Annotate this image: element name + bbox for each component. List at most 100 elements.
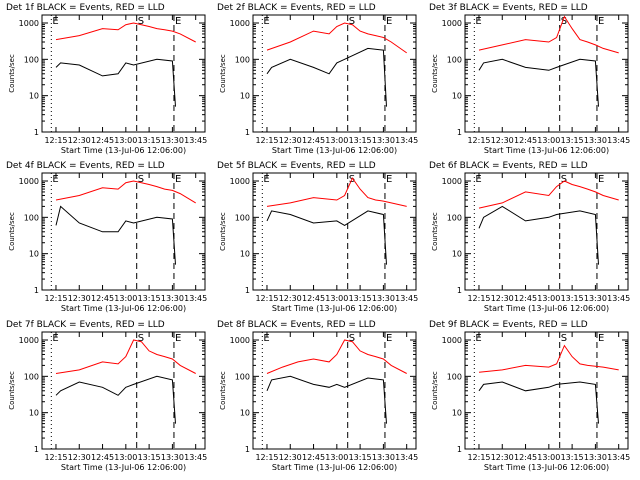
x-tick-label: 13:30 xyxy=(372,294,395,303)
event-marker-label: S xyxy=(138,333,144,344)
plot-frame xyxy=(464,14,629,133)
x-tick-label: 13:15 xyxy=(138,136,161,145)
event-marker-label: E xyxy=(175,333,181,344)
chart-panel-2: Det 2f BLACK = Events, RED = LLD 1 10 100 10… xyxy=(217,3,418,155)
y-tick-label: 100 xyxy=(24,213,39,222)
chart-panel-4: Det 4f BLACK = Events, RED = LLD 1 10 100 10… xyxy=(6,161,207,313)
lld-series-line xyxy=(266,22,407,54)
x-tick-label: 13:15 xyxy=(349,136,372,145)
y-tick-label: 1 xyxy=(245,445,250,454)
chart-title: Det 1f BLACK = Events, RED = LLD xyxy=(6,3,165,13)
chart-panel-7: Det 7f BLACK = Events, RED = LLD 1 10 100 10… xyxy=(6,320,207,472)
x-tick-label: 12:15 xyxy=(467,136,490,145)
lld-series-line xyxy=(55,180,196,204)
x-tick-label: 13:15 xyxy=(561,453,584,462)
x-tick-label: 13:15 xyxy=(138,294,161,303)
x-tick-label: 13:45 xyxy=(395,453,418,462)
x-tick-label: 13:45 xyxy=(184,453,207,462)
y-tick-label: 10 xyxy=(452,250,462,259)
y-tick-label: 1000 xyxy=(230,336,250,345)
y-tick-label: 1 xyxy=(34,128,39,137)
plot-frame xyxy=(252,331,417,450)
event-marker-label: E xyxy=(52,174,58,185)
event-marker-label: E xyxy=(52,16,58,27)
x-tick-label: 13:45 xyxy=(395,136,418,145)
y-axis-label: Counts/sec xyxy=(8,212,16,251)
x-tick-label: 12:30 xyxy=(68,453,91,462)
chart-title: Det 6f BLACK = Events, RED = LLD xyxy=(429,161,588,171)
chart-panel-9: Det 9f BLACK = Events, RED = LLD 1 10 100 10… xyxy=(429,320,630,472)
x-tick-label: 12:15 xyxy=(255,453,278,462)
y-axis-label: Counts/sec xyxy=(8,371,16,410)
events-series-line xyxy=(478,205,599,265)
y-tick-label: 1000 xyxy=(19,19,39,28)
x-axis-label: Start Time (13-Jul-06 12:06:00) xyxy=(272,463,397,472)
x-axis-label: Start Time (13-Jul-06 12:06:00) xyxy=(484,463,609,472)
x-tick-label: 13:00 xyxy=(325,136,348,145)
y-tick-label: 10 xyxy=(240,92,250,101)
event-marker-label: E xyxy=(175,16,181,27)
event-marker-label: S xyxy=(561,174,567,185)
y-tick-label: 1000 xyxy=(442,336,462,345)
x-tick-label: 12:30 xyxy=(68,136,91,145)
x-tick-label: 13:30 xyxy=(372,136,395,145)
x-tick-label: 12:30 xyxy=(491,136,514,145)
y-tick-label: 1000 xyxy=(230,19,250,28)
x-tick-label: 12:45 xyxy=(514,453,537,462)
chart-panel-5: Det 5f BLACK = Events, RED = LLD 1 10 100 10… xyxy=(217,161,418,313)
x-axis-label: Start Time (13-Jul-06 12:06:00) xyxy=(61,146,186,155)
x-tick-label: 12:45 xyxy=(302,136,325,145)
x-tick-label: 13:30 xyxy=(372,453,395,462)
x-tick-label: 13:00 xyxy=(537,453,560,462)
x-tick-label: 12:30 xyxy=(491,453,514,462)
x-tick-label: 12:30 xyxy=(68,294,91,303)
y-tick-label: 100 xyxy=(235,213,250,222)
x-tick-label: 13:45 xyxy=(395,294,418,303)
y-tick-label: 100 xyxy=(24,55,39,64)
chart-title: Det 9f BLACK = Events, RED = LLD xyxy=(429,320,588,330)
lld-series-line xyxy=(55,339,196,374)
events-series-line xyxy=(55,375,176,424)
y-tick-label: 1 xyxy=(457,445,462,454)
chart-title: Det 5f BLACK = Events, RED = LLD xyxy=(217,161,376,171)
x-tick-label: 12:15 xyxy=(44,453,67,462)
y-tick-label: 1000 xyxy=(442,19,462,28)
y-tick-label: 10 xyxy=(29,250,39,259)
x-tick-label: 13:15 xyxy=(138,453,161,462)
x-tick-label: 13:00 xyxy=(537,136,560,145)
event-marker-label: E xyxy=(386,333,392,344)
events-series-line xyxy=(55,205,176,265)
y-axis-label: Counts/sec xyxy=(431,371,439,410)
y-tick-label: 1 xyxy=(245,286,250,295)
chart-title: Det 3f BLACK = Events, RED = LLD xyxy=(429,3,588,13)
event-marker-label: E xyxy=(475,333,481,344)
x-tick-label: 13:00 xyxy=(114,294,137,303)
y-tick-label: 1000 xyxy=(230,177,250,186)
x-tick-label: 13:45 xyxy=(607,136,630,145)
events-series-line xyxy=(266,47,387,107)
y-tick-label: 100 xyxy=(24,372,39,381)
x-tick-label: 12:15 xyxy=(467,294,490,303)
event-marker-label: E xyxy=(386,174,392,185)
x-tick-label: 13:15 xyxy=(349,294,372,303)
y-tick-label: 1 xyxy=(457,286,462,295)
y-tick-label: 10 xyxy=(240,250,250,259)
event-marker-label: E xyxy=(598,16,604,27)
event-marker-label: E xyxy=(263,16,269,27)
y-tick-label: 100 xyxy=(235,372,250,381)
lld-series-line xyxy=(478,180,619,209)
y-tick-label: 1 xyxy=(34,286,39,295)
y-tick-label: 10 xyxy=(452,409,462,418)
y-tick-label: 10 xyxy=(29,409,39,418)
lld-series-line xyxy=(266,177,407,207)
x-tick-label: 13:15 xyxy=(561,294,584,303)
x-tick-label: 12:15 xyxy=(44,294,67,303)
y-tick-label: 100 xyxy=(447,55,462,64)
lld-series-line xyxy=(478,15,619,54)
x-tick-label: 13:30 xyxy=(161,453,184,462)
chart-panel-6: Det 6f BLACK = Events, RED = LLD 1 10 100 10… xyxy=(429,161,630,313)
lld-series-line xyxy=(55,22,196,43)
plot-frame xyxy=(252,14,417,133)
chart-panel-3: Det 3f BLACK = Events, RED = LLD 1 10 100 10… xyxy=(429,3,630,155)
